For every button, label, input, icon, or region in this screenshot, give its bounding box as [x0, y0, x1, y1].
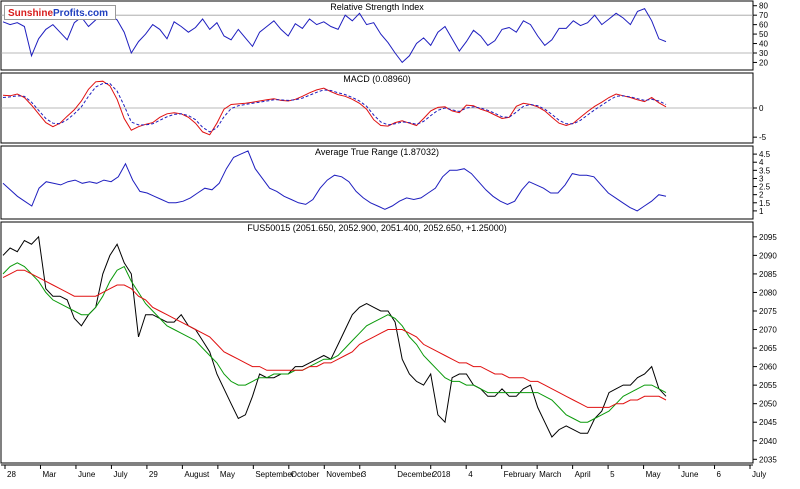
y-tick-label: 4.5	[759, 150, 771, 159]
moving-average-green	[2, 262, 667, 423]
x-tick-label: February	[504, 470, 536, 479]
x-tick-label: Mar	[42, 470, 56, 479]
x-tick-label: May	[220, 470, 235, 479]
x-tick-label: 3	[362, 470, 367, 479]
y-tick-label: 4	[759, 158, 764, 167]
macd-signal-line	[2, 83, 667, 133]
y-tick-label: 0	[759, 104, 764, 113]
panel-title: FUS50015 (2051.650, 2052.900, 2051.400, …	[247, 223, 506, 233]
y-tick-label: -5	[759, 133, 767, 142]
y-tick-label: 3	[759, 174, 764, 183]
sunshine-profits-logo: SunshineProfits.com	[4, 5, 116, 20]
x-tick-label: October	[291, 470, 320, 479]
x-tick-label: 28	[7, 470, 16, 479]
y-tick-label: 80	[759, 2, 768, 11]
y-tick-label: 2.5	[759, 183, 771, 192]
y-tick-label: 30	[759, 49, 768, 58]
x-tick-label: 2018	[433, 470, 451, 479]
y-tick-label: 2065	[759, 344, 777, 353]
x-tick-label: 29	[149, 470, 158, 479]
y-tick-label: 2035	[759, 455, 777, 464]
atr-line	[2, 150, 667, 212]
moving-average-red	[2, 269, 667, 408]
x-tick-label: July	[752, 470, 766, 479]
x-tick-label: December	[397, 470, 434, 479]
x-tick-label: June	[78, 470, 96, 479]
x-tick-label: May	[646, 470, 661, 479]
y-tick-label: 2055	[759, 381, 777, 390]
y-tick-label: 2075	[759, 307, 777, 316]
panel-frame	[0, 145, 754, 220]
panel-frame	[0, 0, 754, 71]
x-tick-label: April	[575, 470, 591, 479]
y-tick-label: 20	[759, 58, 768, 67]
y-tick-label: 2045	[759, 418, 777, 427]
logo-part-2: Profits.com	[53, 8, 109, 19]
panel-title: Relative Strength Index	[330, 2, 424, 12]
y-tick-label: 2060	[759, 363, 777, 372]
x-tick-label: 4	[468, 470, 473, 479]
y-tick-label: 40	[759, 40, 768, 49]
y-tick-label: 2050	[759, 400, 777, 409]
x-tick-label: March	[539, 470, 561, 479]
x-tick-label: November	[326, 470, 363, 479]
y-tick-label: 2040	[759, 437, 777, 446]
panel-frame	[0, 221, 754, 464]
y-tick-label: 2095	[759, 233, 777, 242]
x-tick-label: August	[184, 470, 210, 479]
y-tick-label: 2080	[759, 288, 777, 297]
y-tick-label: 3.5	[759, 166, 771, 175]
panel-title: Average True Range (1.87032)	[315, 147, 439, 157]
y-tick-label: 2070	[759, 326, 777, 335]
y-tick-label: 2	[759, 191, 764, 200]
x-tick-label: September	[255, 470, 294, 479]
logo-part-1: Sunshine	[8, 8, 54, 19]
y-tick-label: 70	[759, 11, 768, 20]
x-tick-label: 6	[717, 470, 722, 479]
macd-line	[2, 80, 667, 136]
price-line	[2, 235, 667, 438]
x-tick-label: 5	[610, 470, 615, 479]
y-tick-label: 2090	[759, 251, 777, 260]
panel-title: MACD (0.08960)	[343, 74, 411, 84]
y-tick-label: 1.5	[759, 199, 771, 208]
y-tick-label: 60	[759, 21, 768, 30]
y-tick-label: 2085	[759, 270, 777, 279]
x-tick-label: July	[113, 470, 127, 479]
y-tick-label: 1	[759, 207, 764, 216]
y-tick-label: 50	[759, 30, 768, 39]
x-tick-label: June	[681, 470, 699, 479]
